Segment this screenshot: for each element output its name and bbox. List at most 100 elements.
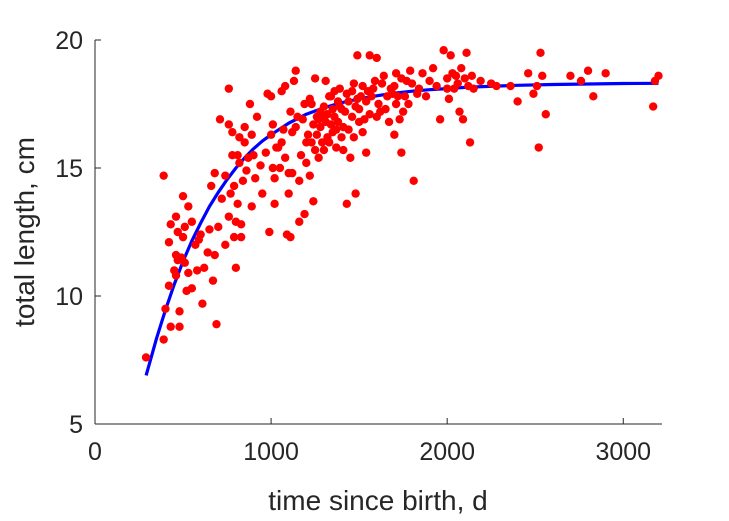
data-point: [432, 81, 441, 91]
data-point: [280, 153, 290, 162]
data-point: [390, 81, 399, 91]
data-point: [240, 138, 249, 147]
data-point: [310, 145, 320, 155]
data-point: [249, 151, 258, 160]
data-point: [270, 174, 279, 183]
data-point: [210, 250, 219, 260]
data-point: [205, 225, 214, 234]
data-point: [393, 92, 403, 101]
data-point: [589, 92, 598, 101]
data-point: [444, 94, 454, 104]
data-point: [523, 69, 533, 78]
data-point: [175, 307, 184, 316]
data-point: [233, 151, 242, 160]
data-point: [224, 84, 234, 93]
data-point: [404, 99, 413, 109]
y-tick-label: 5: [69, 411, 83, 439]
data-point: [314, 153, 323, 162]
data-point: [451, 71, 461, 81]
data-point: [284, 189, 293, 198]
data-point: [275, 163, 285, 173]
data-point: [226, 189, 235, 198]
data-point: [319, 145, 329, 155]
data-point: [180, 222, 190, 232]
data-point: [164, 281, 174, 290]
data-point: [536, 48, 545, 57]
data-point: [460, 74, 469, 83]
data-point: [421, 92, 431, 101]
data-point: [361, 97, 371, 106]
data-point: [175, 322, 184, 331]
data-point: [178, 232, 188, 242]
data-point: [335, 84, 344, 93]
data-point: [442, 74, 452, 83]
data-point: [171, 271, 181, 280]
data-point: [529, 89, 538, 98]
data-point: [365, 110, 374, 119]
axes: 0 1000 2000 3000 5 10 15 20: [55, 27, 662, 466]
data-point: [365, 51, 374, 60]
data-point: [289, 76, 299, 86]
data-point: [349, 79, 359, 88]
data-point: [187, 284, 197, 293]
data-point: [379, 71, 388, 81]
data-point: [381, 104, 390, 114]
data-point: [405, 66, 415, 75]
data-point: [384, 117, 394, 127]
x-tick-label: 3000: [595, 438, 651, 466]
data-point: [221, 240, 230, 249]
data-point: [513, 97, 522, 106]
data-point: [296, 151, 306, 160]
data-point: [465, 138, 475, 147]
data-point: [374, 99, 383, 109]
y-axis-label: total length, cm: [9, 137, 40, 327]
data-point: [418, 69, 427, 78]
data-point: [266, 130, 276, 139]
data-point: [258, 189, 267, 198]
data-point: [332, 143, 341, 152]
data-point: [469, 84, 478, 93]
data-point: [171, 212, 181, 221]
data-point: [648, 102, 658, 111]
data-point: [321, 76, 330, 86]
data-point: [337, 133, 346, 142]
data-point: [252, 112, 262, 122]
data-point: [467, 71, 477, 81]
data-point: [235, 133, 244, 142]
data-point: [317, 138, 327, 147]
data-point: [344, 125, 353, 134]
data-point: [233, 199, 242, 209]
data-point: [266, 92, 276, 101]
data-point: [166, 322, 175, 331]
data-point: [305, 171, 315, 180]
data-point: [224, 120, 234, 129]
data-point: [400, 92, 410, 101]
data-point: [442, 84, 452, 93]
data-point: [235, 158, 244, 168]
data-point: [224, 212, 234, 221]
data-point: [303, 130, 313, 139]
data-point: [300, 209, 309, 219]
data-point: [390, 130, 399, 139]
x-tick-label: 0: [88, 438, 102, 466]
data-point: [245, 99, 255, 109]
data-point: [351, 189, 360, 198]
data-point: [159, 335, 168, 344]
data-point: [242, 166, 251, 175]
data-point: [391, 99, 401, 109]
data-point: [370, 76, 380, 86]
data-point: [601, 69, 610, 78]
y-ticks: 5 10 15 20: [55, 27, 101, 439]
data-point: [261, 148, 271, 157]
data-point: [268, 163, 278, 173]
data-point: [342, 199, 352, 209]
data-point: [397, 148, 406, 157]
data-point: [210, 168, 219, 178]
data-point: [328, 104, 337, 114]
data-point: [319, 102, 329, 111]
data-point: [435, 115, 445, 124]
data-point: [161, 304, 170, 313]
data-point: [457, 63, 466, 73]
data-point: [395, 115, 404, 124]
data-point: [141, 353, 151, 362]
